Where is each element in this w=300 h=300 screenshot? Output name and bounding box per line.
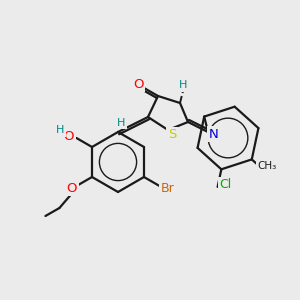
Text: O: O	[63, 130, 74, 142]
Text: CH₃: CH₃	[257, 161, 277, 172]
Text: Cl: Cl	[220, 178, 232, 191]
Text: N: N	[209, 128, 219, 140]
Text: H: H	[56, 125, 64, 135]
Text: O: O	[66, 182, 77, 194]
Text: Br: Br	[161, 182, 174, 194]
Text: H: H	[117, 118, 125, 128]
Text: O: O	[133, 77, 143, 91]
Text: H: H	[179, 80, 187, 90]
Text: S: S	[168, 128, 176, 142]
